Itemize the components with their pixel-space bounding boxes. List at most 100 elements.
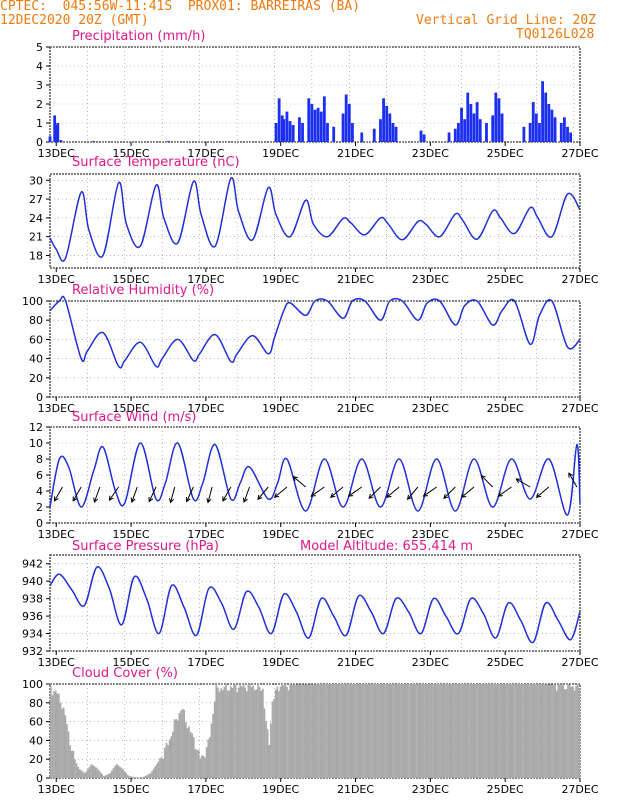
cloud-column [53,691,55,778]
wind-arrow-head [242,497,248,504]
precip-bar [301,123,304,142]
cloud-column [425,684,428,778]
x-tick-label: 23DEC [412,528,449,541]
wind-arrow-shaft [109,486,119,501]
precip-bar [54,124,58,142]
precip-bar [48,136,52,142]
precip-bar [544,92,548,142]
cloud-column [348,684,351,778]
x-tick-label: 19DEC [262,147,299,160]
precip-bar [534,113,538,142]
cloud-column [433,684,436,778]
precip-bar [282,119,286,142]
cloud-column [501,684,504,778]
cloud-column [93,766,96,778]
wind-arrow-head [310,491,316,497]
precip-bar [538,123,541,142]
cloud-column [85,771,88,778]
precip-bar [385,105,389,142]
x-tick-label: 13DEC [38,402,75,415]
cloud-column [563,689,566,778]
cloud-column [111,770,113,778]
cloud-column [398,684,401,778]
cloud-column [456,684,459,778]
cloud-column [504,684,507,778]
x-tick-label: 21DEC [337,528,374,541]
precip-bar [478,119,482,142]
precip-bar [569,132,573,142]
cloud-column [327,684,330,778]
cloud-column [175,719,177,778]
y-tick-label: 20 [29,372,43,385]
y-tick-label: 60 [29,333,43,346]
precip-bar [322,96,326,142]
cloud-column [133,776,136,778]
precip-bar [274,123,278,142]
wind-arrow-shaft [443,486,456,499]
precip-bar [53,115,57,142]
cloud-column [109,773,112,778]
x-tick-label: 15DEC [113,528,150,541]
cloud-column [104,775,107,778]
y-tick-label: 80 [29,697,43,710]
cloud-column [300,684,303,778]
cloud-column [490,684,492,778]
cloud-column [180,710,182,778]
cloud-column [377,684,380,778]
x-tick-label: 19DEC [262,402,299,415]
wind-arrow-shaft [257,486,269,500]
panel-title: Surface Temperature (nC) [72,155,240,170]
wind-arrow [72,486,82,502]
precip-bar [497,98,501,142]
cloud-column [192,737,195,778]
precip-bar [563,117,566,142]
wind-arrow [222,486,232,502]
cloud-column [372,684,375,778]
cloud-column [527,684,529,778]
cloud-column [462,684,465,778]
precip-bar [92,141,96,142]
wind-arrow [148,486,157,503]
precip-bar [394,126,398,142]
cloud-column [387,684,389,778]
x-tick-label: 17DEC [187,402,224,415]
y-tick-label: 5 [36,41,43,54]
x-tick-label: 23DEC [412,273,449,286]
cloud-column [417,684,420,778]
cloud-column [168,739,171,778]
wind-arrow [330,486,344,498]
cloud-column [319,684,322,778]
cloud-column [204,757,206,778]
cloud-column [443,684,446,778]
cloud-column [528,684,531,778]
cloud-column [459,684,462,778]
cloud-column [202,755,205,778]
wind-arrow-shaft [54,486,63,502]
cloud-column [520,684,523,778]
cloud-column [66,724,68,778]
cloud-column [61,708,63,778]
cloud-column [120,767,123,778]
wind-arrow-shaft [186,486,194,502]
panel-cloud: 0 20 40 60 80 100 13DEC 15DEC 17DEC 19DEC 21DEC 23D… [22,666,599,796]
cloud-column [475,684,478,778]
y-tick-label: 30 [29,174,43,187]
cloud-column [284,684,287,778]
cloud-column [315,684,317,778]
cloud-column [281,684,283,778]
cloud-column [339,684,341,778]
cloud-column [159,758,161,778]
wind-arrow-head [206,497,212,504]
cloud-column [525,684,528,778]
precip-bar [528,123,532,142]
cloud-column [544,684,547,778]
cloud-column [440,684,442,778]
x-tick-label: 19DEC [262,273,299,286]
wind-arrow [93,486,101,504]
precip-bar [457,123,460,142]
precip-bar [469,104,473,142]
cloud-column [416,684,418,778]
cloud-column [303,684,306,778]
cloud-column [557,684,560,778]
